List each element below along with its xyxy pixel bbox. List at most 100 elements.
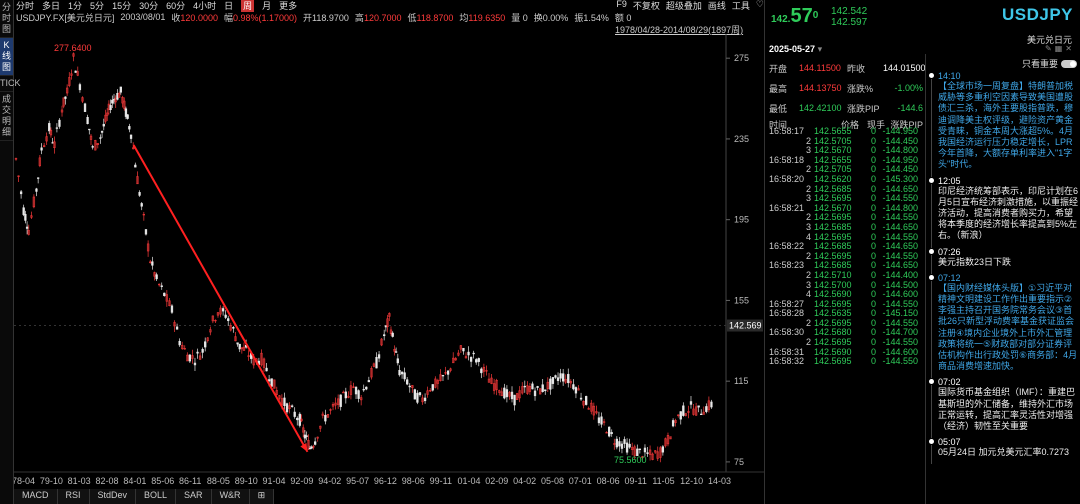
toggle-switch[interactable] bbox=[1061, 59, 1077, 68]
overlay-button[interactable]: 超级叠加 bbox=[665, 1, 702, 11]
important-only-toggle[interactable]: 只看重要 bbox=[1022, 57, 1077, 70]
timeline-dot-icon bbox=[929, 439, 934, 445]
close-icon[interactable]: ✕ bbox=[1065, 44, 1072, 53]
indicator-tab-sar[interactable]: SAR bbox=[176, 489, 212, 504]
candle-body bbox=[697, 405, 700, 408]
indicator-tab-rsi[interactable]: RSI bbox=[57, 489, 90, 504]
news-item[interactable]: 14:10 【全球市场一周复盘】特朗普加税威胁等多重利空因素导致美国遭股债汇三杀，… bbox=[926, 71, 1080, 177]
period-tab[interactable]: 分时 bbox=[16, 1, 35, 11]
heart-icon[interactable]: ♡ bbox=[755, 0, 764, 9]
candle-body bbox=[100, 130, 104, 133]
candle-body bbox=[610, 432, 613, 434]
candle-body bbox=[510, 391, 514, 400]
period-tab[interactable]: 多日 bbox=[42, 1, 61, 11]
candle-body bbox=[354, 386, 358, 395]
grid-icon[interactable]: ▦ bbox=[1054, 44, 1063, 53]
x-tick-label: 88-05 bbox=[207, 476, 230, 486]
candle-body bbox=[227, 318, 230, 322]
candle-body bbox=[155, 274, 158, 280]
candle-body bbox=[96, 143, 99, 145]
date-picker-icon[interactable]: ▾ bbox=[817, 44, 823, 54]
trade-price: 142.5695 bbox=[814, 250, 852, 261]
stats-row: 开盘 144.11500 昨收 144.01500 bbox=[769, 58, 926, 78]
add-indicator-icon[interactable]: ⊞ bbox=[249, 489, 275, 504]
indicator-tab-boll[interactable]: BOLL bbox=[136, 489, 177, 504]
candle-body bbox=[380, 338, 383, 346]
candle-body bbox=[416, 392, 419, 403]
edit-icon[interactable]: ✎ bbox=[1045, 44, 1052, 53]
candle-body bbox=[45, 136, 48, 142]
candle-body bbox=[515, 393, 519, 400]
period-tab[interactable]: 15分 bbox=[112, 1, 132, 11]
period-tab[interactable]: 4小时 bbox=[193, 1, 217, 11]
avg-label: 均 bbox=[459, 12, 469, 23]
timeline-dot-icon bbox=[929, 274, 934, 280]
candle-body bbox=[480, 368, 483, 374]
trade-change: -144.650 bbox=[882, 260, 918, 271]
vnav-kline[interactable]: K线图 bbox=[0, 38, 13, 76]
candle-body bbox=[590, 402, 593, 412]
news-item[interactable]: 07:02 国际货币基金组织（IMF）：重建巴基斯坦的外汇储备，维持外汇市场正常运… bbox=[926, 377, 1080, 439]
bar-date: 2003/08/01 bbox=[120, 12, 166, 22]
trade-change: -144.400 bbox=[882, 269, 918, 280]
candle-body bbox=[206, 337, 209, 341]
trade-seq: 2 bbox=[805, 183, 811, 194]
candle-body bbox=[362, 389, 365, 391]
candle-body bbox=[490, 377, 493, 384]
period-tab[interactable]: 30分 bbox=[139, 1, 159, 11]
candle-body bbox=[191, 355, 194, 359]
candle-body bbox=[492, 383, 496, 391]
candle-body bbox=[275, 390, 278, 395]
trade-change: -144.550 bbox=[882, 317, 918, 328]
period-tab[interactable]: 日 bbox=[224, 1, 234, 11]
candle-body bbox=[136, 176, 139, 185]
trade-time bbox=[769, 137, 803, 147]
f9-button[interactable]: F9 bbox=[616, 0, 627, 9]
trade-row: 16:58:23 142.5685 0 -144.650 bbox=[769, 261, 923, 271]
avg-value: 119.6350 bbox=[468, 12, 506, 23]
news-item[interactable]: 07:12 【国内财经媒体头版】①习近平对精神文明建设工作作出重要指示②李强主持召… bbox=[926, 273, 1080, 379]
period-tab-more[interactable]: 更多 bbox=[279, 1, 298, 11]
candle-body bbox=[19, 191, 23, 195]
candle-body bbox=[638, 448, 642, 450]
timeline-dot-icon bbox=[929, 379, 934, 385]
price-main: 57 bbox=[790, 5, 813, 27]
indicator-tab-wr[interactable]: W&R bbox=[211, 489, 250, 504]
period-tab[interactable]: 月 bbox=[262, 1, 272, 11]
date-range[interactable]: 1978/04/28-2014/08/29(1897周) bbox=[615, 25, 744, 35]
trade-vol: 0 bbox=[870, 212, 876, 223]
news-item[interactable]: 07:26 美元指数23日下跌 bbox=[926, 247, 1080, 274]
trade-vol: 0 bbox=[870, 126, 876, 136]
x-tick-label: 81-03 bbox=[68, 476, 91, 486]
trade-row: 16:58:22 142.5685 0 -144.650 bbox=[769, 242, 923, 252]
adjust-button[interactable]: 不复权 bbox=[632, 1, 660, 11]
news-item[interactable]: 12:05 印尼经济统筹部表示，印尼计划在6月5日宣布经济刺激措施，以重振经济活动… bbox=[926, 176, 1080, 248]
candle-body bbox=[441, 374, 445, 377]
candle-body bbox=[232, 327, 235, 329]
indicator-tab-stddev[interactable]: StdDev bbox=[89, 489, 137, 504]
candle-body bbox=[383, 334, 386, 337]
trade-change: -144.600 bbox=[882, 289, 918, 300]
period-tab[interactable]: 1分 bbox=[68, 1, 83, 11]
period-tab[interactable]: 60分 bbox=[166, 1, 186, 11]
trade-row: 16:58:21 142.5670 0 -144.800 bbox=[769, 203, 923, 214]
tools-button[interactable]: 工具 bbox=[731, 1, 750, 11]
indicator-tab-macd[interactable]: MACD bbox=[14, 489, 58, 504]
news-item[interactable]: 05:07 05月24日 加元兑美元汇率0.7273 bbox=[926, 437, 1080, 465]
candle-body bbox=[700, 413, 703, 416]
candle-body bbox=[579, 397, 583, 400]
kline-svg[interactable]: 275 235 195 155 115 75 142.569 78-04 79-10 81-03 8… bbox=[14, 34, 764, 488]
candle-body bbox=[236, 342, 239, 345]
kline-chart[interactable]: 275 235 195 155 115 75 142.569 78-04 79-10 81-03 8… bbox=[14, 34, 764, 488]
candle-body bbox=[300, 418, 303, 422]
vnav-trade-detail[interactable]: 成交明细 bbox=[0, 92, 13, 141]
candle-body bbox=[240, 347, 243, 350]
vnav-tick[interactable]: TICK bbox=[0, 76, 21, 92]
vnav-timeshare[interactable]: 分时图 bbox=[0, 0, 13, 38]
period-tab-active[interactable]: 周 bbox=[241, 0, 255, 12]
period-tab[interactable]: 5分 bbox=[90, 1, 105, 11]
candle-body bbox=[48, 123, 51, 132]
candle-body bbox=[398, 370, 401, 376]
draw-button[interactable]: 画线 bbox=[707, 1, 726, 11]
candle-body bbox=[296, 417, 299, 421]
